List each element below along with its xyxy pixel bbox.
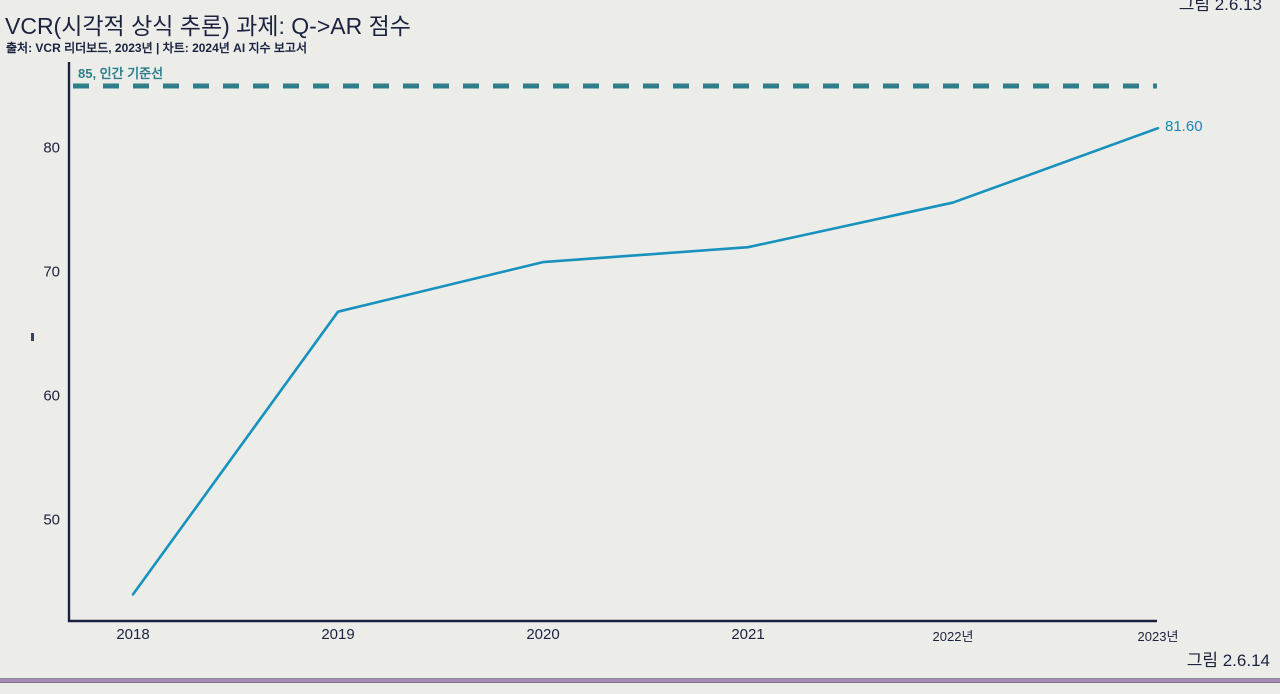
y-axis-tick-label: 50: [43, 511, 60, 529]
human-baseline-label: 85, 인간 기준선: [78, 66, 164, 81]
end-value-label: 81.60: [1165, 118, 1203, 135]
x-axis-tick-label: 2019: [321, 626, 355, 643]
bottom-divider: [0, 678, 1280, 683]
axis-lines: [67, 62, 1157, 623]
y-axis-tick-label: 60: [43, 387, 60, 405]
page-subtitle: 출처: VCR 리더보드, 2023년 | 차트: 2024년 AI 지수 보고…: [6, 41, 308, 55]
x-axis-tick-label: 2023년: [1137, 629, 1179, 644]
stray-mark: [31, 333, 34, 341]
x-axis-tick-label: 2020: [526, 626, 560, 643]
x-axis-tick-label: 2021: [731, 626, 765, 643]
x-axis-tick-label: 2018: [116, 626, 150, 643]
x-axis-tick-label: 2022년: [932, 629, 974, 644]
figure-caption: 그림 2.6.14: [1186, 651, 1270, 670]
page-title: VCR(시각적 상식 추론) 과제: Q->AR 점수: [5, 13, 411, 39]
y-axis-tick-label: 80: [43, 139, 60, 157]
previous-figure-caption: 그림 2.6.13: [1178, 0, 1262, 14]
y-axis-tick-label: 70: [43, 263, 60, 281]
data-line: [131, 126, 1160, 596]
